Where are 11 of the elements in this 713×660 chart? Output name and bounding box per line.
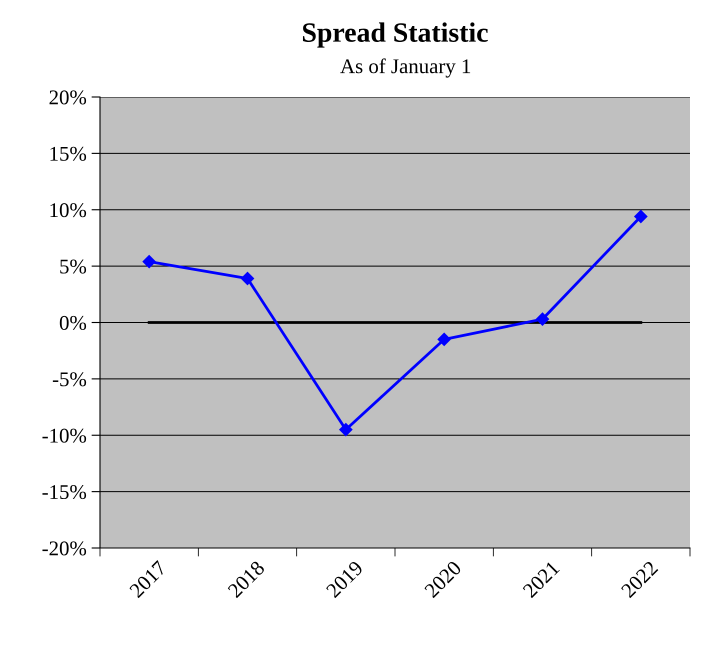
y-tick-label: -15%: [42, 485, 86, 500]
y-tick-label: 10%: [50, 203, 86, 218]
chart-subtitle: As of January 1: [340, 58, 470, 78]
y-tick-label: -20%: [42, 541, 86, 556]
y-tick-label: 0%: [60, 316, 86, 330]
y-tick-label: 20%: [50, 90, 86, 104]
y-tick-label: 15%: [50, 146, 86, 161]
y-tick-label: 5%: [60, 260, 86, 274]
y-tick-label: -5%: [52, 372, 86, 386]
y-tick-label: -10%: [42, 428, 86, 443]
chart-title: Spread Statistic: [302, 22, 488, 48]
